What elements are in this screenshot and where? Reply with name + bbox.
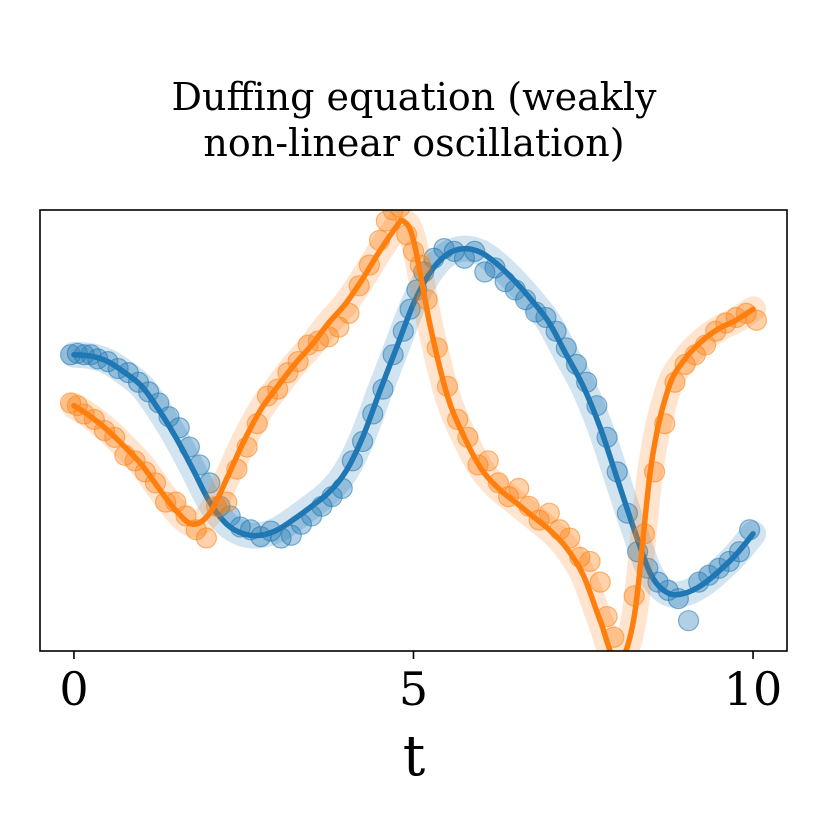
data-point-v <box>745 309 768 331</box>
fit-line-v <box>71 217 756 651</box>
data-point-v <box>611 658 631 678</box>
plot-area <box>59 210 768 678</box>
data-point-v <box>389 210 411 218</box>
data-point-v <box>579 550 601 573</box>
fit-line-x <box>71 245 756 598</box>
x-axis-label: t <box>403 724 426 789</box>
x-tick-label: 0 <box>59 662 88 716</box>
data-point-v <box>617 652 637 672</box>
data-point-v <box>508 477 530 499</box>
chart-title-line-1: Duffing equation (weakly <box>172 75 657 119</box>
data-point-v <box>538 502 560 524</box>
chart-title-line-2: non-linear oscillation) <box>203 121 624 165</box>
series-x <box>59 235 767 632</box>
data-point-v <box>589 571 611 593</box>
x-tick-label: 10 <box>724 662 783 716</box>
series-v <box>59 210 768 678</box>
data-point-v <box>375 210 397 232</box>
data-point-x <box>698 564 720 586</box>
data-point-v <box>195 527 217 549</box>
x-tick-label: 5 <box>399 662 428 716</box>
data-point-x <box>677 610 700 632</box>
x-axis: 0 5 10 <box>59 651 782 716</box>
